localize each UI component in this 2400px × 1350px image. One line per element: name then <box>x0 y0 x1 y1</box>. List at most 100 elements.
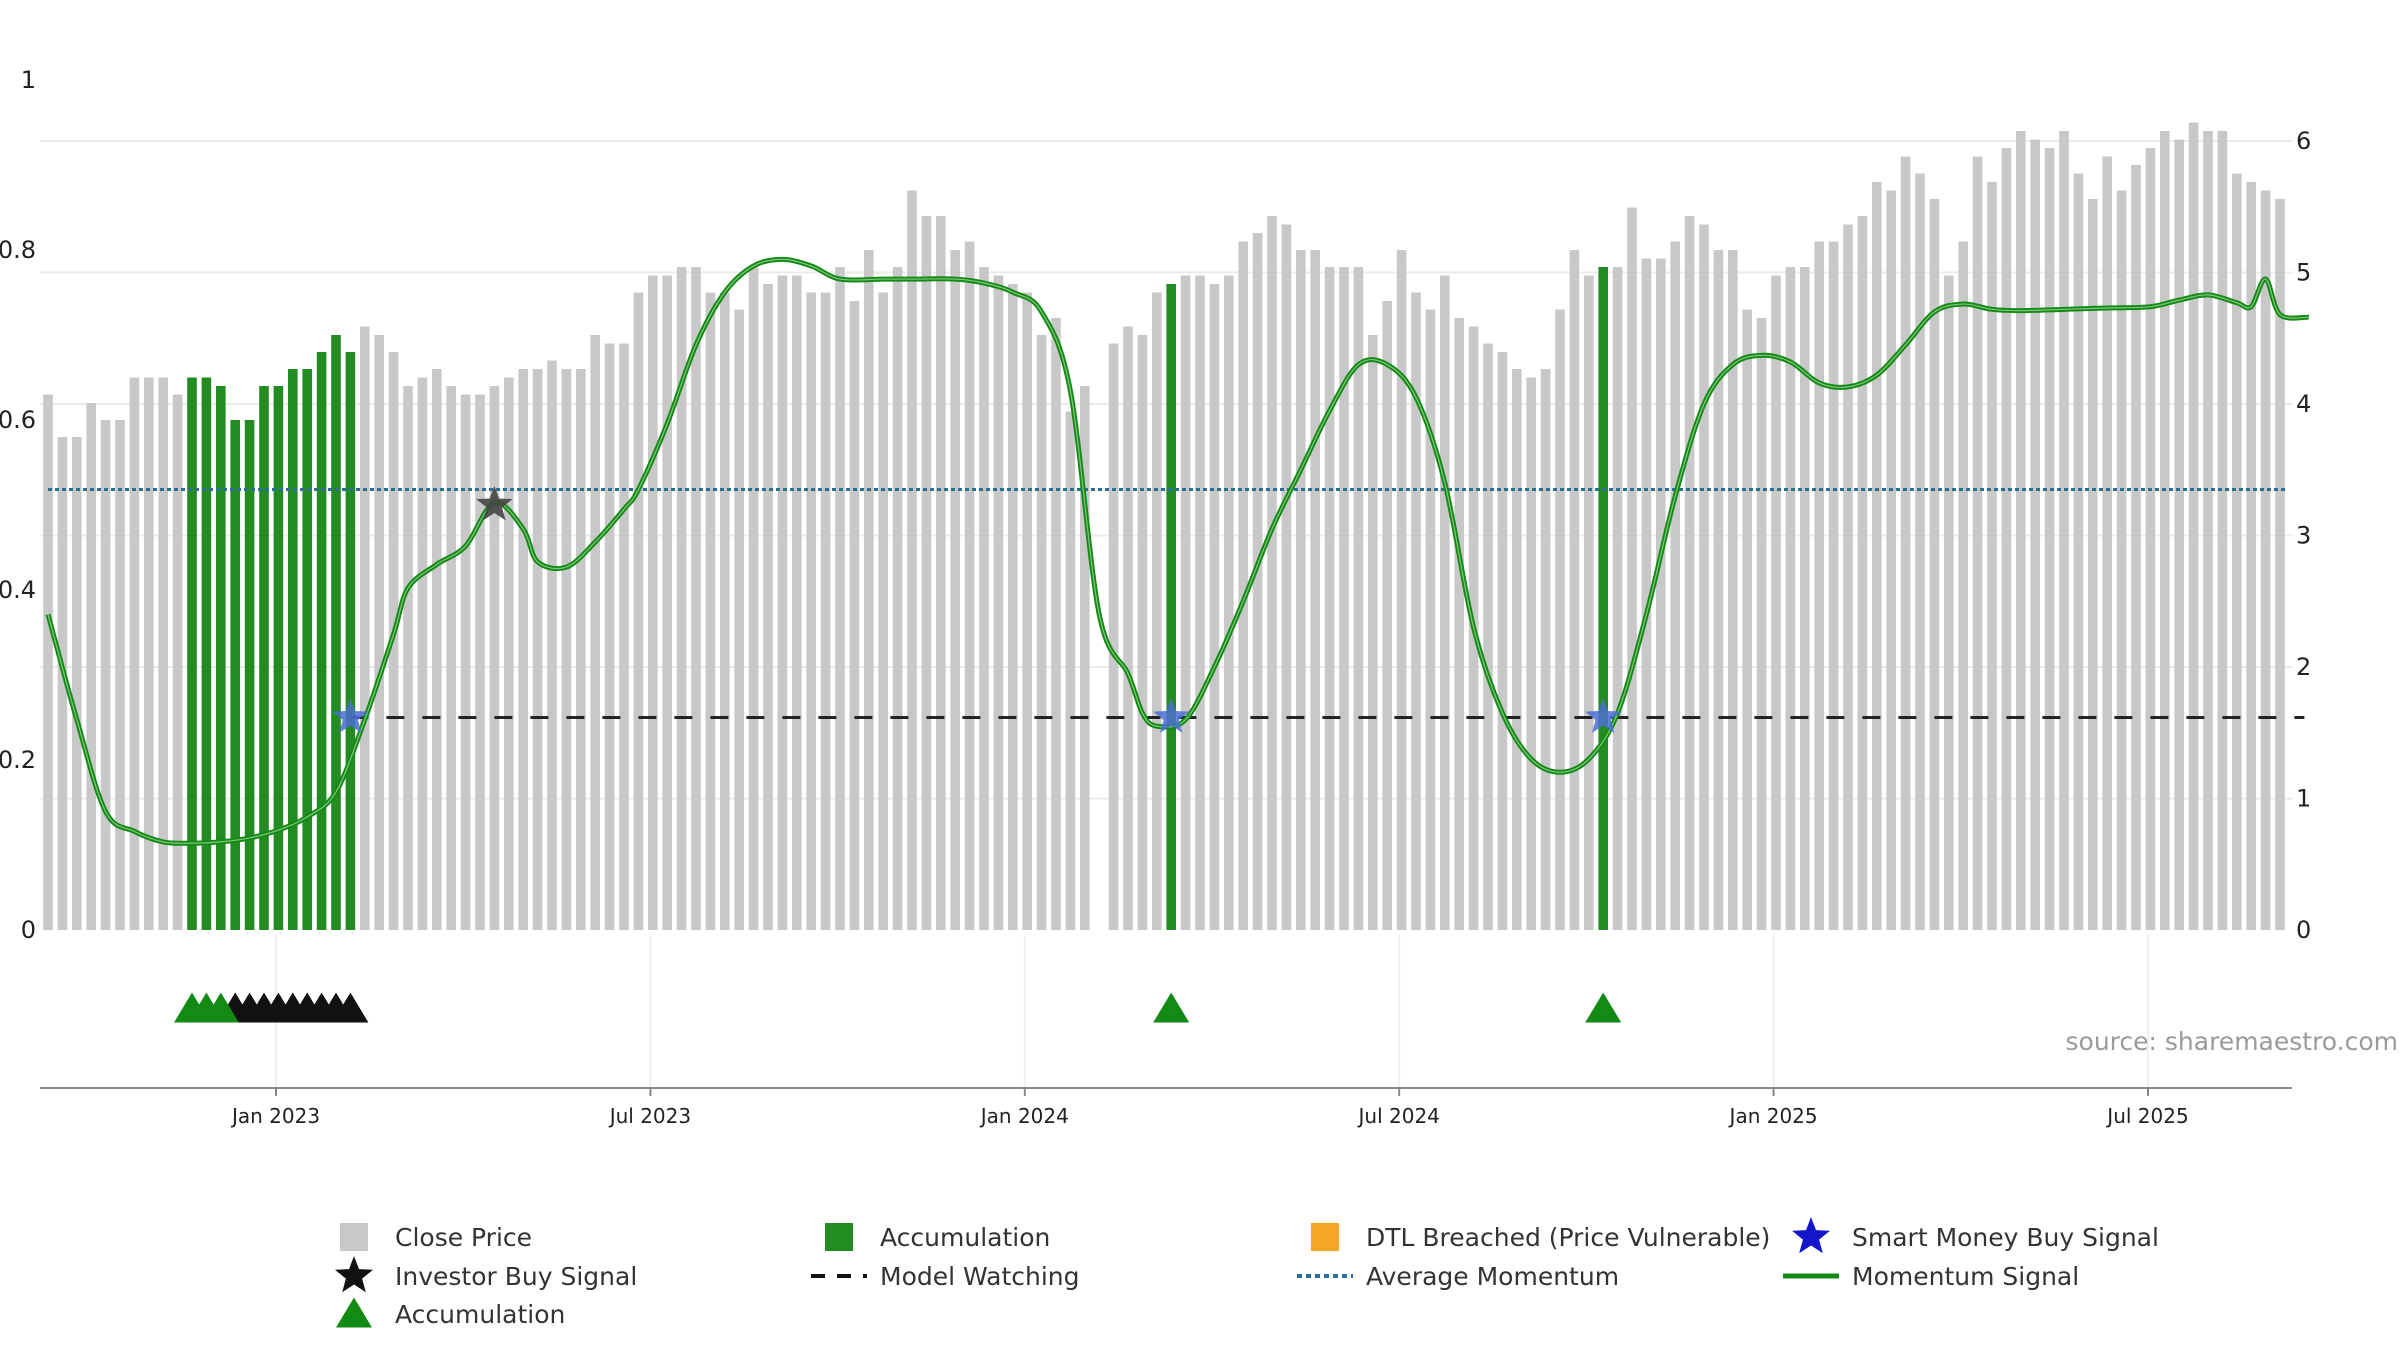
close-price-bar <box>590 335 600 930</box>
close-price-bar <box>374 335 384 930</box>
legend-swatch-dtl-breached <box>1311 1223 1339 1251</box>
close-price-bar <box>2145 148 2156 930</box>
close-price-bar <box>1080 386 1090 930</box>
close-price-bar <box>1526 377 1536 930</box>
legend-label: Accumulation <box>880 1223 1050 1252</box>
close-price-bar <box>1224 275 1234 930</box>
accumulation-bar <box>302 369 312 930</box>
close-price-bar <box>1612 267 1623 930</box>
close-price-bar <box>720 292 730 930</box>
right-axis-tick-label: 2 <box>2296 653 2311 681</box>
accumulation-bar <box>230 420 240 930</box>
smart-money-buy-star <box>1153 698 1190 733</box>
close-price-bar <box>2188 122 2199 930</box>
close-price-bar <box>1008 284 1018 930</box>
close-price-bar <box>691 267 701 930</box>
close-price-bar <box>1958 241 1968 930</box>
legend-label: Accumulation <box>395 1300 565 1329</box>
close-price-bar <box>2073 173 2084 930</box>
close-price-bar <box>43 394 53 930</box>
date-tick-label: Jan 2025 <box>1728 1104 1818 1128</box>
close-price-bar <box>936 216 946 930</box>
close-price-bar <box>1396 250 1407 930</box>
close-price-bar <box>1440 275 1450 930</box>
close-price-bar <box>1641 258 1652 930</box>
date-tick-label: Jul 2025 <box>2105 1104 2188 1128</box>
close-price-bar <box>1238 241 1248 930</box>
close-price-bar <box>1857 216 1868 930</box>
close-price-bar <box>1497 352 1508 930</box>
close-price-bar <box>1209 284 1220 930</box>
close-price-bar <box>864 250 874 930</box>
close-price-bar <box>1195 275 1205 930</box>
close-price-bar <box>576 369 586 930</box>
close-price-bar <box>532 369 543 930</box>
close-price-bar <box>2275 199 2285 930</box>
left-axis-tick-label: 0.2 <box>0 746 36 774</box>
marker-strip <box>174 992 1622 1023</box>
close-price-bar <box>993 275 1004 930</box>
close-price-bar <box>460 394 471 930</box>
close-price-bar <box>878 292 888 930</box>
accumulation-bar <box>244 420 255 930</box>
close-price-bar <box>100 420 111 930</box>
close-price-bar <box>734 309 744 930</box>
close-price-bar <box>633 292 644 930</box>
close-price-bar <box>1425 309 1436 930</box>
right-axis-tick-label: 1 <box>2296 785 2311 813</box>
close-price-bar <box>1915 173 1925 930</box>
close-price-bar <box>1800 267 1810 930</box>
close-price-bar <box>1872 182 1882 930</box>
date-tick-label: Jan 2024 <box>979 1104 1069 1128</box>
close-price-bar <box>1627 207 1637 930</box>
close-price-bar <box>1684 216 1695 930</box>
close-price-bar <box>1555 309 1565 930</box>
close-price-bar <box>504 377 514 930</box>
close-price-bar <box>432 369 442 930</box>
close-price-bar <box>1180 275 1191 930</box>
close-price-bar <box>561 369 572 930</box>
legend-swatch-investor-star <box>335 1256 373 1293</box>
legend-label: Smart Money Buy Signal <box>1852 1223 2159 1252</box>
close-price-bar <box>446 386 456 930</box>
close-price-bar <box>950 250 960 930</box>
close-price-bar <box>1699 224 1709 930</box>
close-price-bar <box>1828 241 1839 930</box>
close-price-bar <box>1324 267 1335 930</box>
close-price-bar <box>547 360 557 930</box>
close-price-bar <box>1051 318 1061 930</box>
accumulation-bar <box>1166 284 1176 930</box>
close-price-bar <box>705 292 716 930</box>
legend-label: Model Watching <box>880 1262 1080 1291</box>
close-price-bar <box>748 267 759 930</box>
close-price-bar <box>2174 139 2184 930</box>
close-price-bar <box>662 275 672 930</box>
left-axis-tick-label: 0 <box>21 916 36 944</box>
investor-buy-marker <box>332 992 369 1023</box>
close-price-bar <box>1152 292 1162 930</box>
close-price-bar <box>360 326 370 930</box>
close-price-bars <box>43 122 2285 930</box>
right-axis-tick-label: 3 <box>2296 522 2311 550</box>
close-price-bar <box>777 275 788 930</box>
axes: 0 0.2 0.4 0.6 0.8 1 0 1 2 3 4 5 6 Jan 2023 Jul 2023 Jan… <box>0 66 2311 1128</box>
close-price-bar <box>144 377 154 930</box>
close-price-bar <box>907 190 917 930</box>
close-price-bar <box>763 284 773 930</box>
close-price-bar <box>1310 250 1320 930</box>
close-price-bar <box>1569 250 1580 930</box>
close-price-bar <box>1137 335 1148 930</box>
close-price-bar <box>2102 156 2112 930</box>
close-price-bar <box>1296 250 1306 930</box>
close-price-bar <box>1411 292 1421 930</box>
accumulation-bar <box>273 386 284 930</box>
legend-label: Momentum Signal <box>1852 1262 2079 1291</box>
close-price-bar <box>1483 343 1493 930</box>
close-price-bar <box>849 301 860 930</box>
close-price-bar <box>1656 258 1666 930</box>
signal-lines <box>45 256 2310 846</box>
close-price-bar <box>2001 148 2012 930</box>
close-price-bar <box>1987 182 1997 930</box>
smart-money-buy-star <box>1585 698 1622 733</box>
